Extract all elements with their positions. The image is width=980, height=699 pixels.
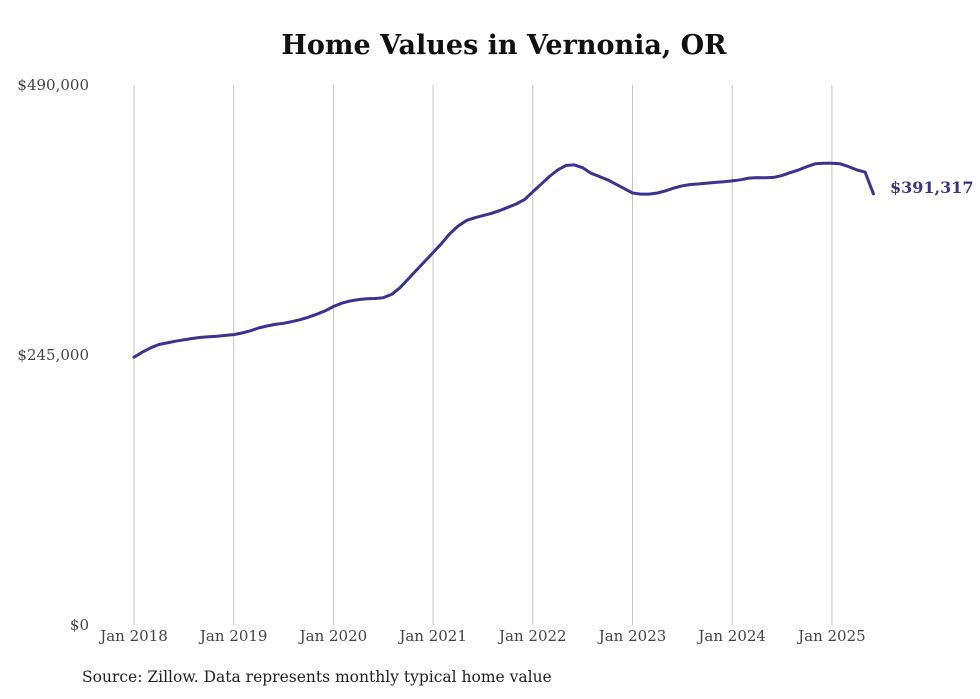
x-tick-label: Jan 2018: [98, 627, 168, 645]
y-tick-label: $0: [70, 616, 89, 634]
x-tick-label: Jan 2020: [298, 627, 368, 645]
x-tick-label: Jan 2023: [597, 627, 667, 645]
series-line: [132, 161, 875, 359]
x-tick-label: Jan 2022: [497, 627, 567, 645]
chart-title: Home Values in Vernonia, OR: [281, 30, 727, 61]
x-tick-label: Jan 2019: [198, 627, 268, 645]
x-tick-label: Jan 2024: [696, 627, 766, 645]
x-tick-label: Jan 2025: [796, 627, 866, 645]
y-tick-label: $490,000: [17, 76, 89, 94]
source-note: Source: Zillow. Data represents monthly …: [82, 668, 552, 686]
end-value-label: $391,317: [890, 178, 974, 197]
y-tick-label: $245,000: [17, 346, 89, 364]
x-tick-label: Jan 2021: [397, 627, 467, 645]
